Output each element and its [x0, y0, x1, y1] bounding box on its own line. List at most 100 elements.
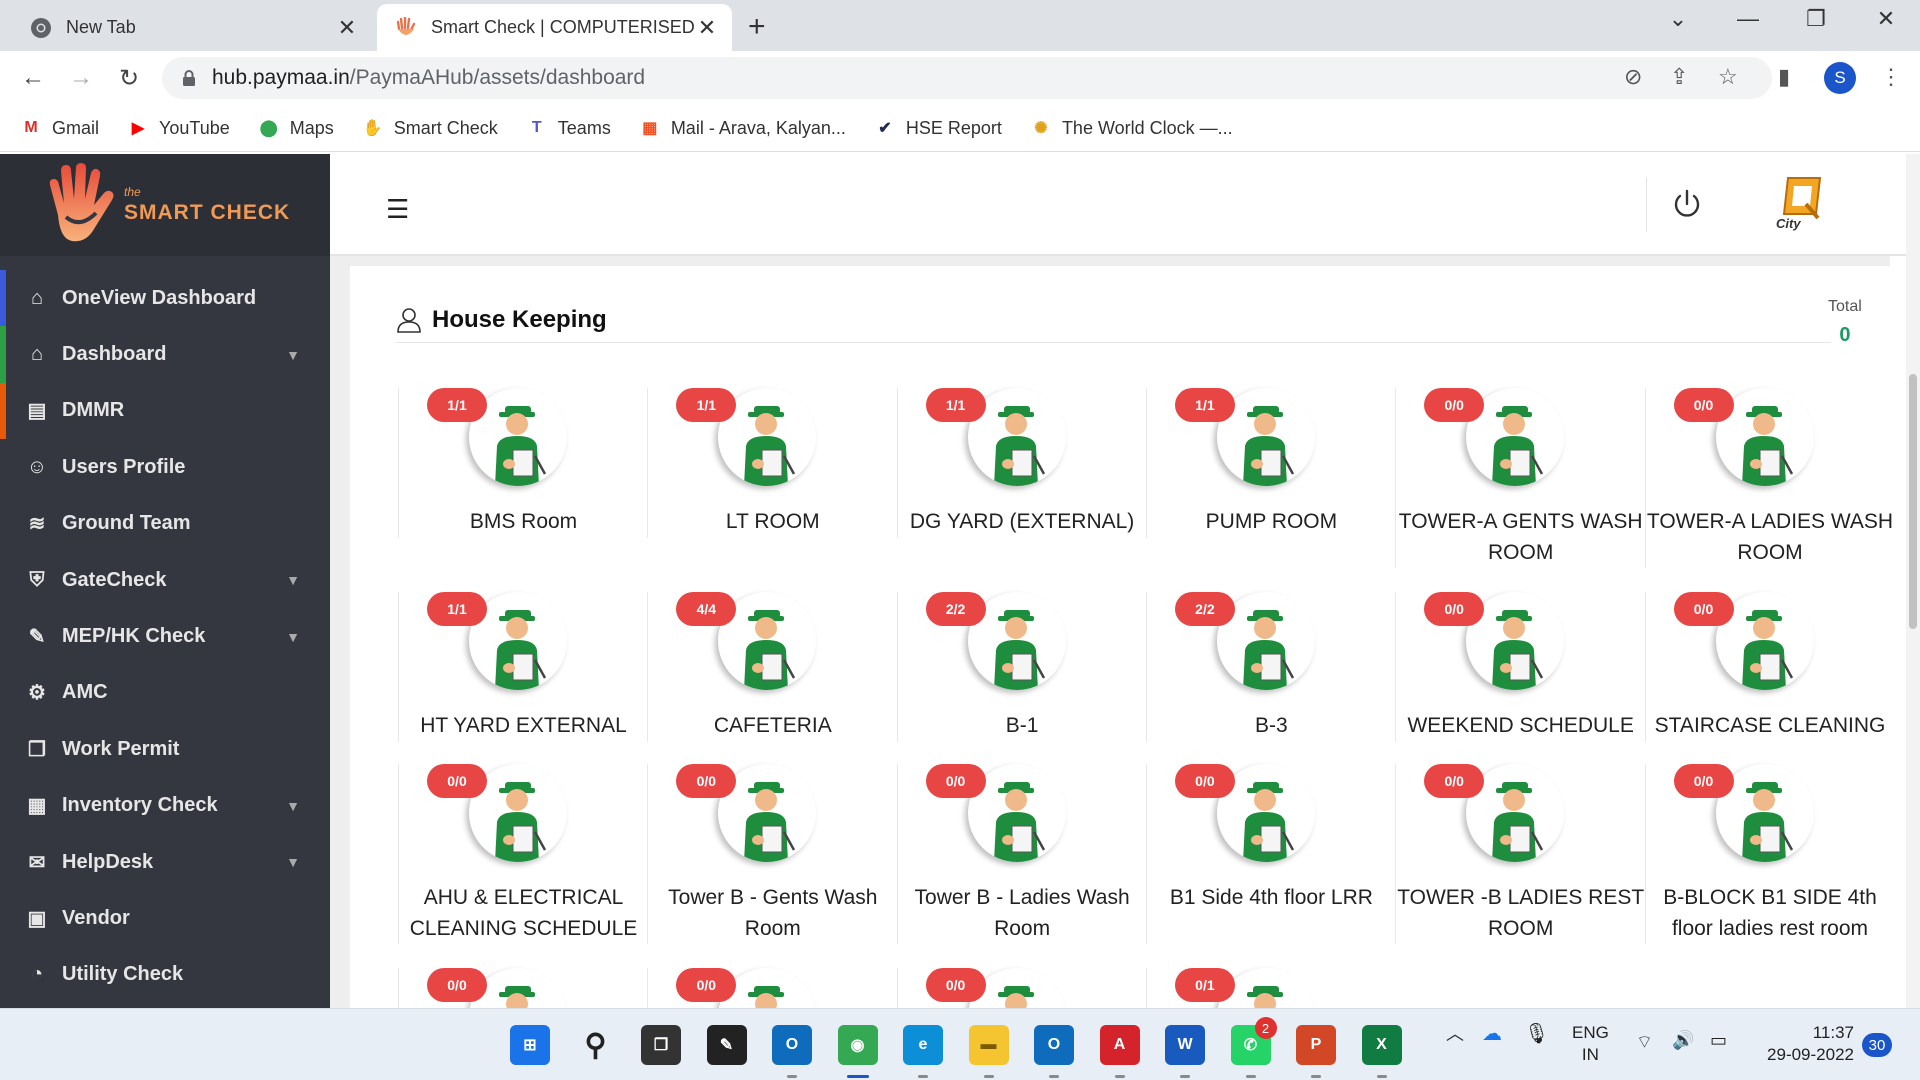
excel-icon[interactable]: X: [1361, 1025, 1402, 1065]
bookmark-the-world-clock[interactable]: ✺ The World Clock —...: [1030, 117, 1232, 139]
checklist-tile[interactable]: 0/0 B1 Side 4th floor LRR: [1145, 764, 1395, 944]
clock[interactable]: 11:37 29-09-2022: [1754, 1022, 1854, 1066]
sidebar-item-dmmr[interactable]: ▤ DMMR: [0, 382, 330, 440]
page-scrollbar[interactable]: [1906, 154, 1920, 1008]
powerpoint-icon[interactable]: P: [1296, 1025, 1336, 1065]
menu-toggle-icon[interactable]: ☰: [386, 194, 410, 224]
sidebar-item-helpdesk[interactable]: ✉ HelpDesk ▼: [0, 834, 330, 890]
back-button[interactable]: ←: [21, 64, 45, 91]
tab-smart-check[interactable]: Smart Check | COMPUTERISED M ✕: [377, 4, 732, 51]
checklist-tile[interactable]: 1/1 LT ROOM: [647, 388, 896, 538]
tile-name: LT ROOM: [725, 510, 820, 533]
file-explorer-icon[interactable]: ▬: [968, 1025, 1009, 1065]
sidebar-item-inventory-check[interactable]: ▦ Inventory Check ▼: [0, 778, 330, 834]
tile-name: B-1: [1005, 714, 1039, 737]
restore-button[interactable]: ❐: [1806, 6, 1826, 31]
checklist-tile[interactable]: 0/0 Tower B - Ladies Wash Room: [896, 764, 1146, 944]
checklist-tile[interactable]: 0/0 TOWER -B LADIES REST ROOM: [1395, 764, 1644, 944]
search-icon[interactable]: ⚲: [584, 1028, 607, 1062]
checklist-tile[interactable]: 0/0 B-BLOCK B1 SIDE 4th floor ladies rest…: [1644, 764, 1894, 944]
close-tab-icon[interactable]: ✕: [337, 14, 357, 40]
tile-name: Tower B - Gents Wash Room: [668, 886, 878, 940]
checklist-tile[interactable]: 0/0 STAIRCASE CLEANING: [1644, 592, 1894, 742]
blocked-icon[interactable]: ⊘: [1624, 64, 1643, 89]
sidebar-item-amc[interactable]: ⚙ AMC: [0, 665, 330, 721]
checklist-tile[interactable]: 2/2 B-1: [896, 592, 1146, 742]
forward-button[interactable]: →: [69, 64, 93, 91]
sidebar-item-dashboard[interactable]: ⌂ Dashboard ▼: [0, 326, 330, 383]
address-bar[interactable]: hub.paymaa.in/PaymaAHub/assets/dashboard: [162, 57, 1772, 99]
minimize-button[interactable]: —: [1737, 6, 1759, 31]
edge-icon[interactable]: e: [903, 1025, 943, 1065]
checklist-tile[interactable]: 1/1 DG YARD (EXTERNAL): [896, 388, 1146, 538]
checklist-tile[interactable]: 2/2 B-3: [1145, 592, 1395, 742]
profile-avatar[interactable]: S: [1824, 62, 1856, 94]
checklist-tile[interactable]: 0/0 WEEKEND SCHEDULE: [1395, 592, 1644, 742]
share-icon[interactable]: ⇪: [1670, 64, 1689, 89]
checklist-tile[interactable]: 1/1 HT YARD EXTERNAL: [398, 592, 647, 742]
show-hidden-icons[interactable]: ︿: [1446, 1024, 1464, 1044]
notification-badge[interactable]: 30: [1862, 1033, 1892, 1057]
tile-name: TOWER-A LADIES WASH ROOM: [1646, 510, 1894, 564]
volume-icon[interactable]: 🔊: [1672, 1030, 1695, 1050]
sidebar-item-ground-team[interactable]: ≋ Ground Team: [0, 496, 330, 552]
acrobat-icon[interactable]: A: [1099, 1025, 1140, 1065]
tab-search-icon[interactable]: ⌄: [1668, 6, 1688, 31]
language-indicator[interactable]: ENG IN: [1572, 1022, 1609, 1066]
sidebar-item-work-permit[interactable]: ❐ Work Permit: [0, 721, 330, 777]
sidebar-item-oneview-dashboard[interactable]: ⌂ OneView Dashboard: [0, 270, 330, 327]
star-icon[interactable]: ☆: [1718, 64, 1738, 89]
word-icon[interactable]: W: [1165, 1025, 1205, 1065]
chevron-down-icon[interactable]: ▼: [286, 854, 300, 871]
side-panel-icon[interactable]: ▮: [1778, 64, 1791, 89]
checklist-tile[interactable]: 1/1 PUMP ROOM: [1145, 388, 1395, 538]
bookmark-smart-check[interactable]: ✋ Smart Check: [362, 117, 498, 139]
chevron-down-icon[interactable]: ▼: [286, 797, 300, 814]
chevron-down-icon[interactable]: ▼: [286, 628, 300, 645]
scrollbar-thumb[interactable]: [1909, 374, 1917, 629]
worker-icon: [967, 388, 1066, 486]
checklist-tile[interactable]: 0/0 Tower B - Gents Wash Room: [647, 764, 896, 944]
reload-button[interactable]: ↻: [118, 64, 140, 92]
status-badge: 1/1: [676, 388, 737, 422]
onedrive-icon[interactable]: ☁: [1482, 1023, 1502, 1045]
status-badge: 0/0: [1673, 388, 1734, 422]
sidebar-item-label: Vendor: [62, 906, 130, 929]
brand-logo[interactable]: the SMART CHECK: [0, 154, 330, 256]
sidebar-item-gatecheck[interactable]: ⛨ GateCheck ▼: [0, 552, 330, 608]
status-badge: 0/0: [1174, 764, 1235, 798]
close-tab-icon[interactable]: ✕: [697, 14, 717, 40]
bookmark-hse-report[interactable]: ✔ HSE Report: [874, 117, 1002, 139]
windows-start-icon[interactable]: ⊞: [510, 1025, 550, 1065]
new-tab-button[interactable]: +: [748, 10, 766, 43]
microphone-icon[interactable]: 🎙: [1524, 1023, 1550, 1045]
bookmark-youtube[interactable]: ▶ YouTube: [127, 117, 230, 139]
task-view-icon[interactable]: ❐: [641, 1025, 681, 1065]
outlook-icon[interactable]: O: [772, 1025, 812, 1065]
chevron-down-icon[interactable]: ▼: [286, 346, 300, 363]
sidebar-item-utility-check[interactable]: ◔ Utility Check: [0, 947, 330, 1003]
bookmark-teams[interactable]: T Teams: [526, 117, 611, 139]
status-badge: 0/0: [925, 764, 986, 798]
sidebar-item-users-profile[interactable]: ☺ Users Profile: [0, 439, 330, 495]
bookmark-maps[interactable]: ⬤ Maps: [258, 117, 334, 139]
chevron-down-icon[interactable]: ▼: [286, 572, 300, 589]
checklist-tile[interactable]: 4/4 CAFETERIA: [647, 592, 896, 742]
chrome-icon[interactable]: ◉: [837, 1025, 878, 1065]
battery-icon[interactable]: ▭: [1710, 1030, 1728, 1050]
power-icon[interactable]: [1670, 188, 1704, 222]
more-menu-icon[interactable]: ⋮: [1880, 64, 1902, 89]
sidebar-item-mep-hk-check[interactable]: ✎ MEP/HK Check ▼: [0, 608, 330, 664]
close-window-button[interactable]: ✕: [1876, 6, 1896, 31]
checklist-tile[interactable]: 0/0 TOWER-A GENTS WASH ROOM: [1395, 388, 1644, 568]
outlook-new-icon[interactable]: O: [1034, 1025, 1074, 1065]
wifi-icon[interactable]: ⌔: [1636, 1032, 1653, 1052]
checklist-tile[interactable]: 1/1 BMS Room: [398, 388, 647, 538]
checklist-tile[interactable]: 0/0 AHU & ELECTRICAL CLEANING SCHEDULE: [398, 764, 647, 944]
checklist-tile[interactable]: 0/0 TOWER-A LADIES WASH ROOM: [1644, 388, 1894, 568]
sidebar-item-vendor[interactable]: ▣ Vendor: [0, 890, 330, 946]
bookmark-mail-arava-kalyan[interactable]: ▦ Mail - Arava, Kalyan...: [639, 117, 846, 139]
tab-new-tab[interactable]: New Tab ✕: [12, 4, 372, 51]
sticky-notes-icon[interactable]: ✎: [706, 1025, 747, 1065]
bookmark-gmail[interactable]: M Gmail: [20, 117, 99, 139]
